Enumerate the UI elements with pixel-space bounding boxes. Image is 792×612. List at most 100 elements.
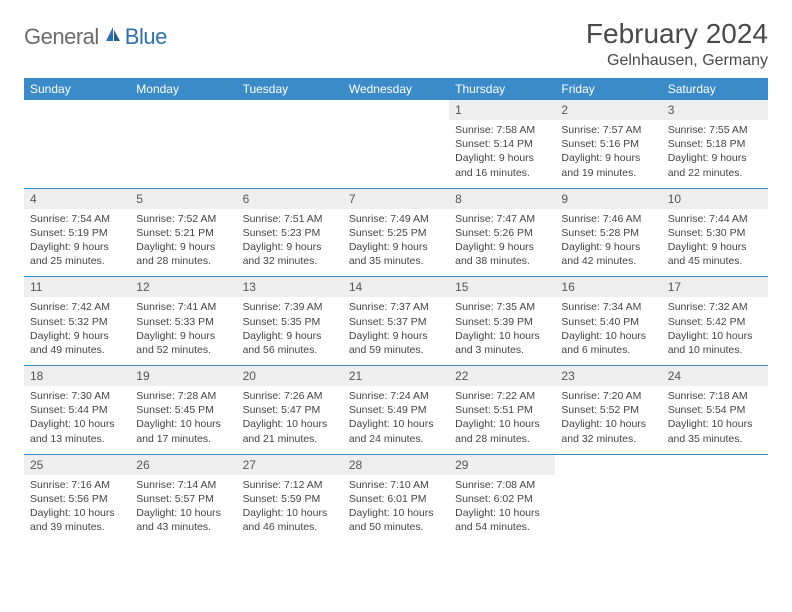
day-line-sunrise: Sunrise: 7:28 AM: [136, 389, 230, 403]
day-line-sunrise: Sunrise: 7:47 AM: [455, 212, 549, 226]
day-line-daylight1: Daylight: 10 hours: [455, 506, 549, 520]
day-line-sunrise: Sunrise: 7:30 AM: [30, 389, 124, 403]
day-line-daylight2: and 50 minutes.: [349, 520, 443, 534]
day-line-sunset: Sunset: 5:14 PM: [455, 137, 549, 151]
day-line-daylight1: Daylight: 9 hours: [349, 329, 443, 343]
week-row: 1Sunrise: 7:58 AMSunset: 5:14 PMDaylight…: [24, 100, 768, 189]
day-line-sunrise: Sunrise: 7:24 AM: [349, 389, 443, 403]
day-number: 13: [237, 277, 343, 297]
day-line-sunset: Sunset: 5:35 PM: [243, 315, 337, 329]
calendar-cell: 21Sunrise: 7:24 AMSunset: 5:49 PMDayligh…: [343, 366, 449, 454]
day-line-daylight1: Daylight: 9 hours: [243, 240, 337, 254]
day-line-daylight1: Daylight: 9 hours: [349, 240, 443, 254]
day-details: Sunrise: 7:10 AMSunset: 6:01 PMDaylight:…: [343, 475, 449, 543]
day-line-sunrise: Sunrise: 7:35 AM: [455, 300, 549, 314]
day-number: 4: [24, 189, 130, 209]
calendar-cell: 17Sunrise: 7:32 AMSunset: 5:42 PMDayligh…: [662, 277, 768, 365]
day-line-daylight2: and 39 minutes.: [30, 520, 124, 534]
calendar: SundayMondayTuesdayWednesdayThursdayFrid…: [24, 78, 768, 542]
day-line-sunset: Sunset: 5:23 PM: [243, 226, 337, 240]
weekday-header: Monday: [130, 78, 236, 100]
day-number: 17: [662, 277, 768, 297]
day-line-sunrise: Sunrise: 7:55 AM: [668, 123, 762, 137]
day-number: 20: [237, 366, 343, 386]
day-line-daylight1: Daylight: 9 hours: [668, 151, 762, 165]
day-line-daylight1: Daylight: 9 hours: [668, 240, 762, 254]
day-number: 11: [24, 277, 130, 297]
day-line-daylight2: and 28 minutes.: [136, 254, 230, 268]
day-details: Sunrise: 7:54 AMSunset: 5:19 PMDaylight:…: [24, 209, 130, 277]
weekday-header: Sunday: [24, 78, 130, 100]
day-line-sunset: Sunset: 5:32 PM: [30, 315, 124, 329]
day-line-daylight1: Daylight: 9 hours: [561, 151, 655, 165]
day-line-sunset: Sunset: 5:44 PM: [30, 403, 124, 417]
day-line-daylight2: and 13 minutes.: [30, 432, 124, 446]
calendar-cell: 12Sunrise: 7:41 AMSunset: 5:33 PMDayligh…: [130, 277, 236, 365]
day-line-daylight2: and 32 minutes.: [243, 254, 337, 268]
calendar-cell: 14Sunrise: 7:37 AMSunset: 5:37 PMDayligh…: [343, 277, 449, 365]
day-details: Sunrise: 7:20 AMSunset: 5:52 PMDaylight:…: [555, 386, 661, 454]
day-line-daylight1: Daylight: 10 hours: [349, 417, 443, 431]
day-line-sunrise: Sunrise: 7:32 AM: [668, 300, 762, 314]
day-line-daylight2: and 24 minutes.: [349, 432, 443, 446]
day-line-daylight2: and 38 minutes.: [455, 254, 549, 268]
calendar-cell: 6Sunrise: 7:51 AMSunset: 5:23 PMDaylight…: [237, 189, 343, 277]
day-number: 28: [343, 455, 449, 475]
day-details: Sunrise: 7:52 AMSunset: 5:21 PMDaylight:…: [130, 209, 236, 277]
day-line-daylight2: and 43 minutes.: [136, 520, 230, 534]
day-line-daylight2: and 6 minutes.: [561, 343, 655, 357]
calendar-cell: 3Sunrise: 7:55 AMSunset: 5:18 PMDaylight…: [662, 100, 768, 188]
calendar-cell: 8Sunrise: 7:47 AMSunset: 5:26 PMDaylight…: [449, 189, 555, 277]
day-line-daylight2: and 45 minutes.: [668, 254, 762, 268]
day-details: Sunrise: 7:18 AMSunset: 5:54 PMDaylight:…: [662, 386, 768, 454]
day-line-daylight1: Daylight: 10 hours: [455, 329, 549, 343]
day-line-sunset: Sunset: 5:16 PM: [561, 137, 655, 151]
calendar-cell: 29Sunrise: 7:08 AMSunset: 6:02 PMDayligh…: [449, 455, 555, 543]
day-line-daylight1: Daylight: 9 hours: [30, 329, 124, 343]
day-details: Sunrise: 7:22 AMSunset: 5:51 PMDaylight:…: [449, 386, 555, 454]
day-details: Sunrise: 7:12 AMSunset: 5:59 PMDaylight:…: [237, 475, 343, 543]
day-number: 9: [555, 189, 661, 209]
day-details: Sunrise: 7:14 AMSunset: 5:57 PMDaylight:…: [130, 475, 236, 543]
calendar-cell: [237, 100, 343, 188]
calendar-cell: 18Sunrise: 7:30 AMSunset: 5:44 PMDayligh…: [24, 366, 130, 454]
day-line-daylight2: and 35 minutes.: [668, 432, 762, 446]
day-number: 21: [343, 366, 449, 386]
day-line-daylight2: and 32 minutes.: [561, 432, 655, 446]
weekday-header: Thursday: [449, 78, 555, 100]
day-number: 22: [449, 366, 555, 386]
calendar-cell: [24, 100, 130, 188]
day-line-sunset: Sunset: 5:59 PM: [243, 492, 337, 506]
calendar-cell: 4Sunrise: 7:54 AMSunset: 5:19 PMDaylight…: [24, 189, 130, 277]
brand-blue: Blue: [125, 24, 167, 50]
weekday-header: Friday: [555, 78, 661, 100]
day-details: Sunrise: 7:41 AMSunset: 5:33 PMDaylight:…: [130, 297, 236, 365]
day-line-sunset: Sunset: 5:42 PM: [668, 315, 762, 329]
weekday-header: Wednesday: [343, 78, 449, 100]
brand-logo: General Blue: [24, 24, 167, 50]
calendar-cell: 5Sunrise: 7:52 AMSunset: 5:21 PMDaylight…: [130, 189, 236, 277]
day-details: Sunrise: 7:37 AMSunset: 5:37 PMDaylight:…: [343, 297, 449, 365]
weekday-header: Tuesday: [237, 78, 343, 100]
day-number: 24: [662, 366, 768, 386]
day-line-daylight1: Daylight: 10 hours: [136, 506, 230, 520]
calendar-cell: 7Sunrise: 7:49 AMSunset: 5:25 PMDaylight…: [343, 189, 449, 277]
day-details: Sunrise: 7:32 AMSunset: 5:42 PMDaylight:…: [662, 297, 768, 365]
calendar-cell: 10Sunrise: 7:44 AMSunset: 5:30 PMDayligh…: [662, 189, 768, 277]
day-line-daylight1: Daylight: 10 hours: [561, 417, 655, 431]
calendar-cell: 2Sunrise: 7:57 AMSunset: 5:16 PMDaylight…: [555, 100, 661, 188]
day-line-sunrise: Sunrise: 7:12 AM: [243, 478, 337, 492]
day-line-sunrise: Sunrise: 7:41 AM: [136, 300, 230, 314]
day-line-daylight1: Daylight: 10 hours: [243, 506, 337, 520]
day-line-sunset: Sunset: 5:47 PM: [243, 403, 337, 417]
day-number: 23: [555, 366, 661, 386]
calendar-cell: 26Sunrise: 7:14 AMSunset: 5:57 PMDayligh…: [130, 455, 236, 543]
day-line-daylight1: Daylight: 9 hours: [136, 329, 230, 343]
calendar-cell: 13Sunrise: 7:39 AMSunset: 5:35 PMDayligh…: [237, 277, 343, 365]
calendar-cell: [130, 100, 236, 188]
weeks-container: 1Sunrise: 7:58 AMSunset: 5:14 PMDaylight…: [24, 100, 768, 542]
day-number: 26: [130, 455, 236, 475]
day-details: Sunrise: 7:55 AMSunset: 5:18 PMDaylight:…: [662, 120, 768, 188]
day-line-daylight1: Daylight: 9 hours: [561, 240, 655, 254]
calendar-cell: 20Sunrise: 7:26 AMSunset: 5:47 PMDayligh…: [237, 366, 343, 454]
